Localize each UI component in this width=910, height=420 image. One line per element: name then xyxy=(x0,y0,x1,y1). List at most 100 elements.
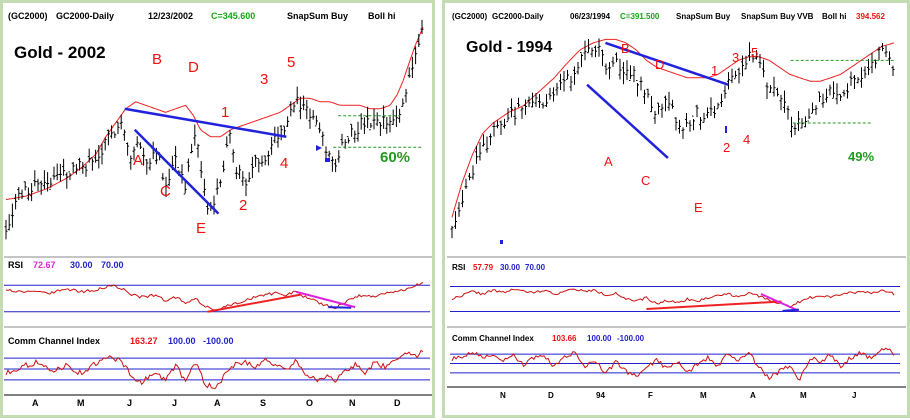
cci-line xyxy=(451,347,895,381)
price-bar xyxy=(292,102,296,113)
price-bar xyxy=(346,136,350,144)
rsi-line xyxy=(451,288,895,309)
price-bar xyxy=(835,83,839,105)
month-tick-label: M xyxy=(800,391,807,400)
price-bar xyxy=(776,87,779,97)
price-bar xyxy=(39,180,43,195)
resistance-lines xyxy=(790,59,894,124)
price-bar xyxy=(643,89,646,104)
price-bar xyxy=(49,177,53,190)
cci-low: -100.00 xyxy=(203,336,234,346)
price-bar xyxy=(353,130,357,143)
wave-label-b: B xyxy=(621,41,630,56)
price-bar xyxy=(881,42,884,52)
price-bar xyxy=(218,179,222,188)
price-bar xyxy=(324,146,328,161)
month-tick-label: F xyxy=(648,391,653,400)
price-bar xyxy=(420,19,424,34)
price-bar xyxy=(414,46,418,65)
price-bar xyxy=(692,115,695,131)
price-bar xyxy=(407,67,411,78)
price-bar xyxy=(276,126,280,148)
price-bar xyxy=(372,108,376,130)
price-bar xyxy=(576,61,580,75)
price-bar xyxy=(119,114,123,130)
price-bar xyxy=(129,155,133,170)
price-bar xyxy=(311,109,315,120)
price-bar xyxy=(520,107,524,119)
resistance-lines xyxy=(333,115,424,148)
header-boll-value: 394.562 xyxy=(856,12,885,21)
month-tick-label: J xyxy=(127,398,132,408)
price-bar xyxy=(527,96,531,108)
rsi-label: RSI xyxy=(452,263,465,272)
price-bar xyxy=(695,104,699,118)
rsi-low: 30.00 xyxy=(70,260,93,270)
price-bar xyxy=(814,105,818,115)
price-bars xyxy=(4,19,424,240)
price-bar xyxy=(327,150,331,158)
price-bar xyxy=(580,51,583,68)
price-bar xyxy=(559,73,562,91)
price-bar xyxy=(100,143,104,165)
price-bar xyxy=(807,108,811,122)
price-bar xyxy=(793,123,797,136)
price-bar xyxy=(286,116,290,127)
price-bar xyxy=(4,219,8,240)
wave-label-2: 2 xyxy=(239,197,247,214)
price-bar xyxy=(720,93,723,108)
price-bar xyxy=(503,118,506,129)
price-bar xyxy=(755,50,758,60)
price-bar xyxy=(702,112,706,123)
price-bar xyxy=(318,122,322,134)
rsi-panel xyxy=(4,282,430,313)
price-bar xyxy=(103,137,107,151)
price-bar xyxy=(7,214,11,231)
price-bar xyxy=(506,108,510,123)
price-bar xyxy=(765,82,769,99)
price-bar xyxy=(257,157,261,173)
price-bar xyxy=(870,52,874,74)
price-bar xyxy=(688,120,692,132)
wave-label-a: A xyxy=(604,154,613,169)
price-bar xyxy=(244,178,248,197)
wave-label-3: 3 xyxy=(732,50,739,65)
price-bar xyxy=(183,180,187,195)
price-bar xyxy=(266,150,270,166)
price-bar xyxy=(625,60,629,81)
price-bar xyxy=(478,141,482,161)
price-bar xyxy=(583,40,587,61)
price-bar xyxy=(671,99,674,109)
cci-high: 100.00 xyxy=(168,336,196,346)
price-bar xyxy=(122,129,126,141)
rsi-panel xyxy=(450,286,900,312)
price-bar xyxy=(597,38,601,57)
price-bar xyxy=(825,88,828,103)
price-bar xyxy=(748,42,751,61)
wave-label-e: E xyxy=(694,200,703,215)
price-bar xyxy=(877,46,881,61)
price-bar xyxy=(846,83,849,99)
price-bar xyxy=(849,71,853,86)
wave-label-a: A xyxy=(133,152,143,169)
price-bar xyxy=(713,106,716,119)
month-tick-label: N xyxy=(500,391,506,400)
price-bar xyxy=(90,157,94,171)
price-bar xyxy=(734,70,737,80)
price-bar xyxy=(116,121,120,135)
price-bar xyxy=(716,102,720,110)
wave-label-1: 1 xyxy=(221,104,229,121)
chart-title: Gold - 2002 xyxy=(14,43,106,62)
price-bar xyxy=(618,58,622,80)
price-bar xyxy=(215,178,219,195)
month-tick-label: J xyxy=(852,391,856,400)
price-bar xyxy=(489,133,492,146)
price-bar xyxy=(135,136,139,148)
price-bar xyxy=(797,111,800,132)
price-bar xyxy=(337,150,341,163)
price-bar xyxy=(330,156,334,172)
month-tick-label: D xyxy=(394,398,401,408)
price-bar xyxy=(496,120,499,129)
price-bar xyxy=(531,92,534,108)
price-bar xyxy=(65,172,69,189)
